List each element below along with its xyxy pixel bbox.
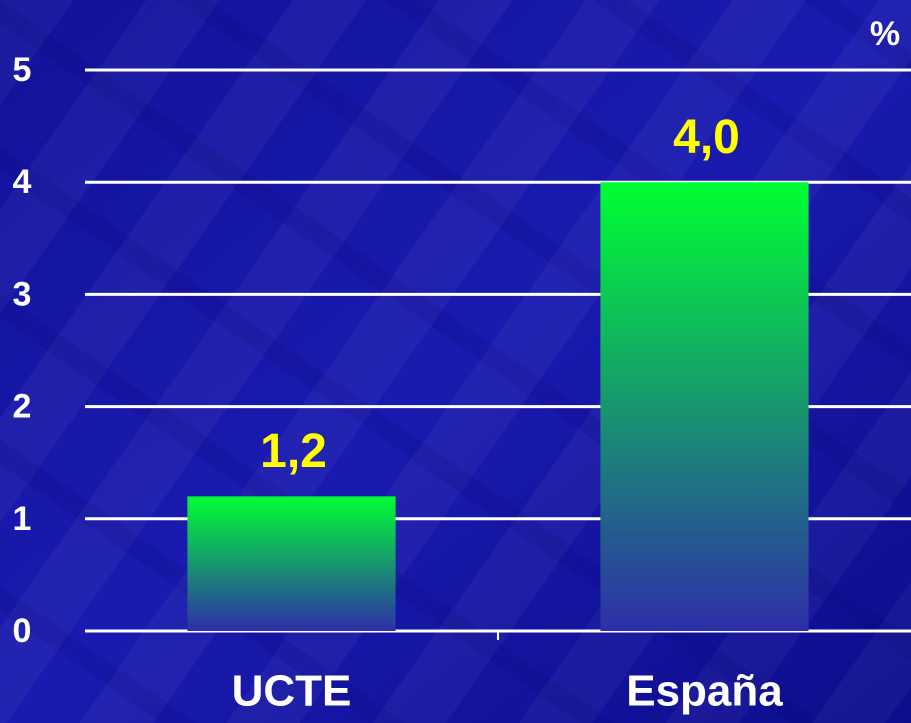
y-tick-label: 0 <box>13 612 32 650</box>
x-tick-label: UCTE <box>232 667 352 716</box>
value-label: 1,2 <box>260 425 327 478</box>
unit-label: % <box>870 15 900 53</box>
y-tick-label: 2 <box>13 388 32 426</box>
bar <box>600 182 809 631</box>
x-tick-label: España <box>626 667 783 716</box>
y-tick-label: 3 <box>13 275 32 313</box>
value-label: 4,0 <box>673 111 740 164</box>
y-tick-label: 4 <box>13 163 32 201</box>
bar <box>187 496 396 631</box>
y-tick-label: 5 <box>13 51 32 89</box>
y-tick-label: 1 <box>13 500 32 538</box>
